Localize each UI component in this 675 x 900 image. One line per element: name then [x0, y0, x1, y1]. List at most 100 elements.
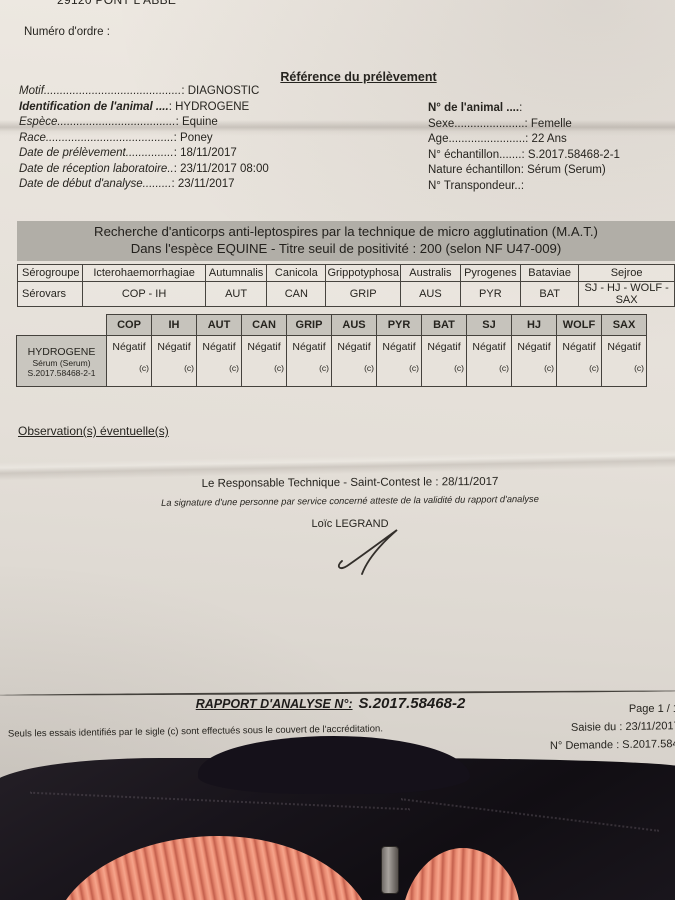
results-column-header: SAX: [601, 314, 647, 336]
results-table: COP IH AUT CAN GRIP AUS PYR BAT SJ HJ WOLF SAX HYDRO…: [16, 314, 647, 387]
report-number-label: RAPPORT D'ANALYSE N°:: [195, 697, 353, 711]
field-value: Sérum (Serum): [527, 164, 606, 177]
serogroup-cell: Canicola: [266, 264, 327, 282]
serovar-cell: AUS: [400, 281, 461, 307]
result-value: Négatif: [292, 341, 326, 353]
result-cell: Négatif (c): [466, 335, 512, 387]
result-value: Négatif: [202, 341, 236, 353]
zipper-pull: [381, 846, 399, 894]
field-separator: :: [519, 102, 523, 114]
report-number-value: S.2017.58468-2: [358, 695, 466, 712]
result-cell: Négatif (c): [331, 335, 377, 387]
accreditation-mark: (c): [589, 363, 599, 373]
field-separator: :: [181, 85, 188, 97]
serovar-cell: Sérovars: [16, 281, 84, 307]
order-number-label: Numéro d'ordre :: [24, 26, 110, 38]
serovar-cell: COP - IH: [82, 281, 206, 307]
signature-mark: [337, 529, 398, 575]
responsable-line: Le Responsable Technique - Saint-Contest…: [201, 475, 499, 490]
field-row: N° de l'animal ....:: [428, 101, 620, 117]
sample-label-cell: HYDROGENE Sérum (Serum) S.2017.58468-2-1: [16, 335, 107, 387]
field-label: Date de début d'analyse.........: [19, 178, 172, 190]
field-value: DIAGNOSTIC: [187, 85, 260, 97]
field-row: Identification de l'animal ....: HYDROGE…: [19, 100, 269, 116]
section-title: Référence du prélèvement: [280, 70, 437, 84]
field-row: Sexe......................: Femelle: [428, 117, 620, 133]
serogroup-cell: Sérogroupe: [16, 264, 84, 282]
field-row: Date de prélèvement...............: 18/1…: [19, 146, 269, 162]
field-value: Femelle: [530, 117, 572, 130]
field-value: HYDROGENE: [175, 100, 250, 113]
banner-line-2: Dans l'espèce EQUINE - Titre seuil de po…: [130, 240, 562, 256]
results-column-header: AUS: [331, 314, 377, 336]
field-value: Equine: [181, 116, 218, 128]
result-value: Négatif: [157, 341, 191, 353]
field-label: N° de l'animal ....: [428, 102, 520, 114]
serogroup-cell: Pyrogenes: [459, 264, 522, 282]
signature-validity-note: La signature d'une personne par service …: [161, 493, 539, 508]
result-value: Négatif: [382, 341, 416, 353]
field-value: 22 Ans: [531, 133, 567, 146]
results-data-row: HYDROGENE Sérum (Serum) S.2017.58468-2-1 Né…: [16, 335, 647, 387]
serogroup-table-row: Sérovars COP - IH AUT CAN GRIP AUS PYR BAT SJ - …: [16, 281, 675, 307]
serogroup-table: Sérogroupe Icterohaemorrhagiae Autumnalis C…: [16, 264, 675, 307]
serovar-cell: PYR: [459, 281, 522, 307]
serogroup-cell: Australis: [400, 264, 461, 282]
paper-document: 29120 PONT L'ABBE Numéro d'ordre : Référ…: [0, 0, 675, 800]
field-row: Date de réception laboratoire..: 23/11/2…: [19, 162, 269, 178]
observations-label: Observation(s) éventuelle(s): [18, 424, 169, 438]
result-cell: Négatif (c): [601, 335, 647, 387]
field-row: Date de début d'analyse.........: 23/11/…: [19, 177, 269, 193]
result-value: Négatif: [427, 341, 461, 353]
result-value: Négatif: [472, 341, 506, 353]
field-label: Motif...................................…: [19, 85, 182, 97]
field-value: 23/11/2017: [177, 178, 235, 190]
fields-left-column: Motif...................................…: [19, 84, 269, 193]
serogroup-table-row: Sérogroupe Icterohaemorrhagiae Autumnalis C…: [16, 264, 675, 282]
field-row: Espèce..................................…: [19, 115, 269, 131]
field-label: Race....................................…: [19, 131, 174, 144]
field-separator: :: [175, 116, 182, 128]
field-label: Date de réception laboratoire..: [19, 162, 174, 175]
banner-line-1: Recherche d'anticorps anti-leptospires p…: [94, 224, 598, 239]
serovar-cell: SJ - HJ - WOLF - SAX: [578, 281, 675, 307]
field-separator: :: [173, 147, 181, 159]
results-column-header: SJ: [466, 314, 512, 336]
accreditation-mark: (c): [634, 363, 644, 373]
accreditation-mark: (c): [139, 363, 149, 373]
field-value: S.2017.58468-2-1: [527, 148, 620, 161]
signatory-name: Loïc LEGRAND: [311, 518, 389, 530]
serovar-cell: CAN: [266, 281, 327, 307]
analysis-title-banner: Recherche d'anticorps anti-leptospires p…: [17, 221, 675, 261]
field-separator: :: [173, 162, 181, 175]
accreditation-mark: (c): [319, 363, 329, 373]
field-row: N° échantillon.......: S.2017.58468-2-1: [428, 148, 620, 164]
sample-name: HYDROGENE: [27, 346, 96, 358]
result-cell: Négatif (c): [421, 335, 467, 387]
serogroup-cell: Autumnalis: [204, 264, 268, 282]
result-cell: Négatif (c): [376, 335, 422, 387]
sample-nature: Sérum (Serum): [32, 358, 91, 368]
results-column-header: AUT: [196, 314, 242, 336]
results-column-header: PYR: [376, 314, 422, 336]
results-column-header: CAN: [241, 314, 287, 336]
result-value: Négatif: [337, 341, 371, 353]
field-label: Espèce..................................…: [19, 116, 176, 128]
page-indicator: Page 1 / 1: [628, 703, 675, 715]
lab-address-line: 29120 PONT L'ABBE: [57, 0, 177, 7]
fields-right-column: N° de l'animal ....: Sexe...............…: [428, 101, 620, 195]
field-value: 23/11/2017 08:00: [180, 162, 269, 175]
field-row: N° Transpondeur..:: [428, 179, 620, 195]
accreditation-mark: (c): [229, 363, 239, 373]
results-column-header: BAT: [421, 314, 467, 336]
field-value: Poney: [180, 131, 213, 144]
accreditation-mark: (c): [409, 363, 419, 373]
demande-number: N° Demande : S.2017.58468: [550, 737, 675, 753]
field-separator: :: [525, 133, 532, 146]
results-column-header: IH: [151, 314, 197, 336]
result-cell: Négatif (c): [286, 335, 332, 387]
black-fabric-fold: [198, 736, 470, 794]
serogroup-cell: Sejroe: [578, 264, 675, 282]
accreditation-mark: (c): [544, 363, 554, 373]
results-header-spacer: [17, 315, 107, 336]
